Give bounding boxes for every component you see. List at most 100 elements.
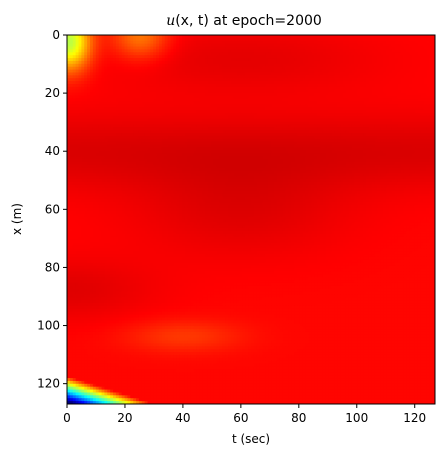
heatmap-cell xyxy=(222,133,226,137)
heatmap-cell xyxy=(328,98,333,102)
heatmap-cell xyxy=(325,98,330,102)
heatmap-cell xyxy=(92,40,97,45)
heatmap-cell xyxy=(161,133,166,137)
heatmap-cell xyxy=(202,37,206,42)
heatmap-cell xyxy=(414,124,419,128)
heatmap-cell xyxy=(124,75,128,79)
heatmap-cell xyxy=(322,40,327,45)
heatmap-cell xyxy=(314,72,318,76)
heatmap-cell xyxy=(322,52,327,56)
heatmap-cell xyxy=(386,52,390,56)
heatmap-cell xyxy=(190,55,195,59)
heatmap-cell xyxy=(202,55,206,59)
heatmap-cell xyxy=(136,144,140,149)
heatmap-cell xyxy=(239,86,243,91)
heatmap-cell xyxy=(274,124,278,128)
heatmap-cell xyxy=(78,66,82,71)
heatmap-cell xyxy=(147,69,151,74)
heatmap-cell xyxy=(161,104,166,108)
heatmap-cell xyxy=(98,86,103,91)
heatmap-cell xyxy=(67,37,71,42)
heatmap-cell xyxy=(228,84,232,88)
heatmap-cell xyxy=(400,118,404,123)
heatmap-cell xyxy=(213,69,218,74)
heatmap-cell xyxy=(331,86,335,91)
heatmap-cell xyxy=(228,104,232,108)
heatmap-cell xyxy=(75,43,80,48)
heatmap-cell xyxy=(75,133,80,137)
heatmap-cell xyxy=(167,89,172,94)
heatmap-cell xyxy=(340,58,344,62)
heatmap-cell xyxy=(314,98,318,102)
heatmap-cell xyxy=(412,109,416,114)
heatmap-cell xyxy=(360,109,364,114)
heatmap-cell xyxy=(360,81,364,85)
heatmap-cell xyxy=(297,58,301,62)
heatmap-cell xyxy=(308,109,312,114)
heatmap-cell xyxy=(331,46,335,51)
heatmap-cell xyxy=(406,133,410,137)
heatmap-cell xyxy=(279,135,284,140)
heatmap-cell xyxy=(320,115,324,120)
heatmap-cell xyxy=(104,141,108,146)
heatmap-cell xyxy=(279,55,284,59)
heatmap-cell xyxy=(391,49,396,53)
heatmap-cell xyxy=(383,78,387,82)
heatmap-cell xyxy=(222,37,226,42)
heatmap-cell xyxy=(282,72,287,76)
heatmap-cell xyxy=(354,58,358,62)
heatmap-cell xyxy=(156,101,160,105)
heatmap-cell xyxy=(78,81,82,85)
heatmap-cell xyxy=(121,78,126,82)
heatmap-cell xyxy=(141,112,146,117)
heatmap-cell xyxy=(363,72,367,76)
heatmap-cell xyxy=(230,107,235,111)
heatmap-cell xyxy=(389,95,393,100)
heatmap-cell xyxy=(294,98,298,102)
heatmap-cell xyxy=(153,121,157,125)
heatmap-cell xyxy=(276,95,281,100)
heatmap-cell xyxy=(176,52,180,56)
heatmap-cell xyxy=(343,104,347,108)
heatmap-cell xyxy=(159,37,163,42)
heatmap-cell xyxy=(391,104,396,108)
heatmap-cell xyxy=(414,78,419,82)
heatmap-cell xyxy=(429,92,433,97)
heatmap-cell xyxy=(167,118,172,123)
heatmap-cell xyxy=(251,40,255,45)
heatmap-cell xyxy=(69,101,74,105)
heatmap-cell xyxy=(337,109,341,114)
heatmap-cell xyxy=(360,55,364,59)
heatmap-cell xyxy=(420,35,425,39)
heatmap-cell xyxy=(308,52,312,56)
heatmap-cell xyxy=(354,92,358,97)
heatmap-cell xyxy=(228,101,232,105)
heatmap-cell xyxy=(256,124,261,128)
heatmap-cell xyxy=(199,52,203,56)
heatmap-cell xyxy=(426,89,430,94)
heatmap-cell xyxy=(213,133,218,137)
heatmap-cell xyxy=(156,89,160,94)
heatmap-cell xyxy=(345,107,350,111)
heatmap-cell xyxy=(394,66,399,71)
heatmap-cell xyxy=(179,75,183,79)
heatmap-cell xyxy=(182,135,186,140)
heatmap-cell xyxy=(156,52,160,56)
heatmap-cell xyxy=(251,84,255,88)
heatmap-cell xyxy=(216,37,220,42)
heatmap-cell xyxy=(213,72,218,76)
heatmap-cell xyxy=(297,121,301,125)
heatmap-cell xyxy=(397,130,402,134)
heatmap-cell xyxy=(95,141,100,146)
heatmap-cell xyxy=(187,133,192,137)
heatmap-cell xyxy=(147,104,151,108)
heatmap-cell xyxy=(176,121,180,125)
heatmap-cell xyxy=(325,89,330,94)
heatmap-cell xyxy=(265,52,269,56)
heatmap-cell xyxy=(259,84,264,88)
heatmap-cell xyxy=(299,124,304,128)
heatmap-cell xyxy=(420,89,425,94)
heatmap-cell xyxy=(360,104,364,108)
heatmap-cell xyxy=(366,58,370,62)
heatmap-cell xyxy=(90,127,94,131)
